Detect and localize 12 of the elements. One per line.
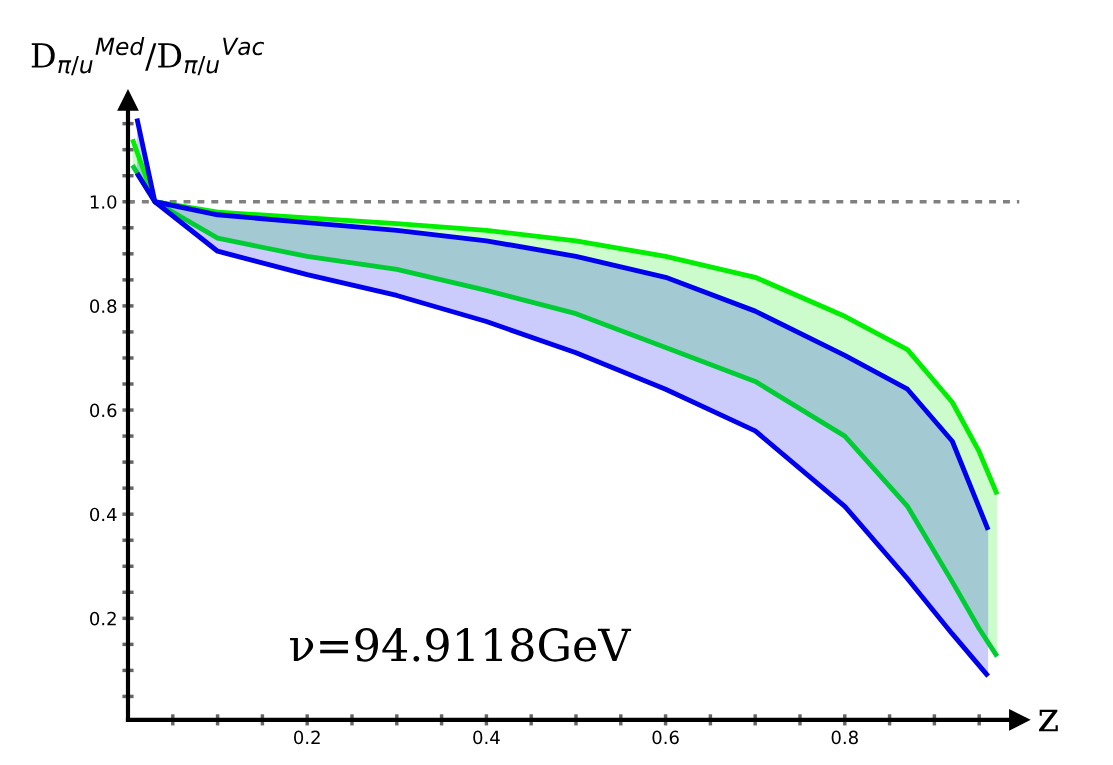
- x-axis-title: z: [1039, 709, 1058, 732]
- y-tick-label: 1.0: [90, 195, 117, 209]
- y-tick-label: 0.4: [90, 507, 117, 522]
- y-axis-title: D$_{π/u}$$^{Med}$/D$_{π/u}$$^{Vac}$: [31, 37, 265, 76]
- y-tick-label: 0.6: [90, 403, 117, 418]
- x-tick-label: 0.4: [473, 730, 500, 745]
- y-tick-label: 0.2: [90, 611, 116, 626]
- x-tick-label: 0.2: [294, 730, 320, 745]
- annotation: ν=94.9118GeV: [290, 628, 632, 662]
- x-tick-label: 0.6: [652, 730, 679, 745]
- x-tick-label: 0.8: [831, 730, 858, 745]
- y-tick-label: 0.8: [90, 299, 117, 314]
